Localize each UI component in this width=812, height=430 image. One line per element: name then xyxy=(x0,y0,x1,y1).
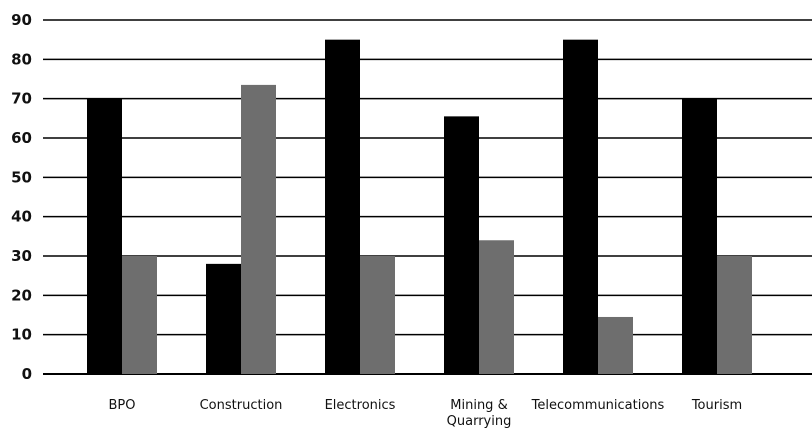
x-category-label: Telecommunications xyxy=(531,398,665,413)
gridlines xyxy=(43,19,812,375)
x-category-label: BPO xyxy=(109,398,136,413)
y-tick-label: 30 xyxy=(11,247,32,265)
x-axis-category-labels: BPO Construction Electronics Mining & Quarry… xyxy=(109,398,743,429)
y-tick-label: 40 xyxy=(11,208,32,226)
bar-1-0 xyxy=(87,98,122,375)
bar-2-4 xyxy=(598,316,633,374)
x-category-label: Mining & Quarrying xyxy=(447,398,512,429)
y-tick-label: 10 xyxy=(11,326,32,344)
x-category-label: Construction xyxy=(200,398,283,413)
y-tick-label: 80 xyxy=(11,50,32,68)
y-tick-label: 60 xyxy=(11,129,32,147)
x-category-label: Electronics xyxy=(325,398,396,413)
y-tick-label: 0 xyxy=(22,365,32,383)
bar-2-2 xyxy=(360,256,395,374)
bar-2-5 xyxy=(717,256,752,374)
y-tick-label: 70 xyxy=(11,90,32,108)
y-tick-label: 20 xyxy=(11,286,32,304)
bars xyxy=(87,39,752,375)
bar-1-2 xyxy=(325,39,360,375)
x-category-label: Tourism xyxy=(691,398,742,413)
y-axis-tick-labels: 0 10 20 30 40 50 60 70 80 90 xyxy=(11,11,32,383)
bar-1-3 xyxy=(444,116,479,374)
bar-2-1 xyxy=(241,84,276,375)
bar-2-3 xyxy=(479,240,514,374)
bar-1-5 xyxy=(682,98,717,375)
y-tick-label: 90 xyxy=(11,11,32,29)
y-tick-label: 50 xyxy=(11,168,32,186)
bar-1-1 xyxy=(206,263,241,374)
bar-1-4 xyxy=(563,39,598,375)
bar-2-0 xyxy=(122,256,157,374)
